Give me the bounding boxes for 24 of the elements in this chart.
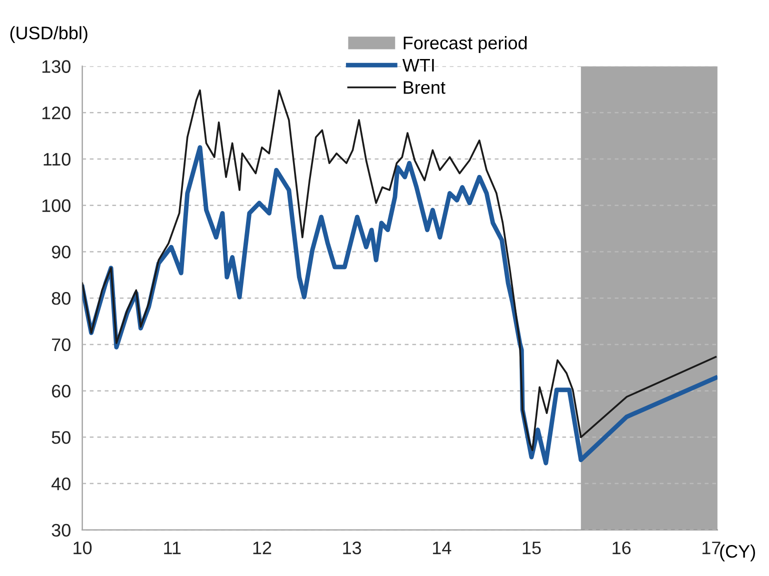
- y-tick-label: 60: [52, 384, 70, 398]
- y-tick-label: 50: [52, 431, 70, 444]
- x-tick-label: 11: [164, 542, 181, 554]
- y-tick-label: 40: [52, 477, 70, 490]
- y-tick-label: 100: [42, 199, 70, 212]
- y-tick-label: 110: [44, 152, 70, 166]
- x-tick-label: 17: [702, 542, 720, 554]
- x-tick-label: 12: [253, 542, 272, 554]
- y-tick-label: 130: [42, 60, 70, 73]
- y-tick-label: 70: [52, 338, 70, 352]
- y-tick-label: 90: [52, 246, 70, 258]
- x-axis-title: (CY): [720, 544, 755, 562]
- legend-label: WTI: [402, 59, 434, 72]
- y-tick-label: 120: [42, 106, 70, 120]
- x-tick-label: 13: [343, 542, 362, 554]
- y-tick-label: 30: [52, 524, 70, 537]
- x-tick-label: 16: [612, 542, 631, 554]
- x-tick-label: 14: [432, 542, 452, 554]
- x-tick-label: 10: [74, 542, 92, 554]
- legend-label: Forecast period: [404, 36, 527, 53]
- y-tick-label: 80: [52, 292, 70, 305]
- legend-label: Brent: [404, 81, 446, 94]
- x-tick-label: 15: [522, 542, 541, 554]
- y-axis-title: (USD/bbl): [10, 26, 88, 43]
